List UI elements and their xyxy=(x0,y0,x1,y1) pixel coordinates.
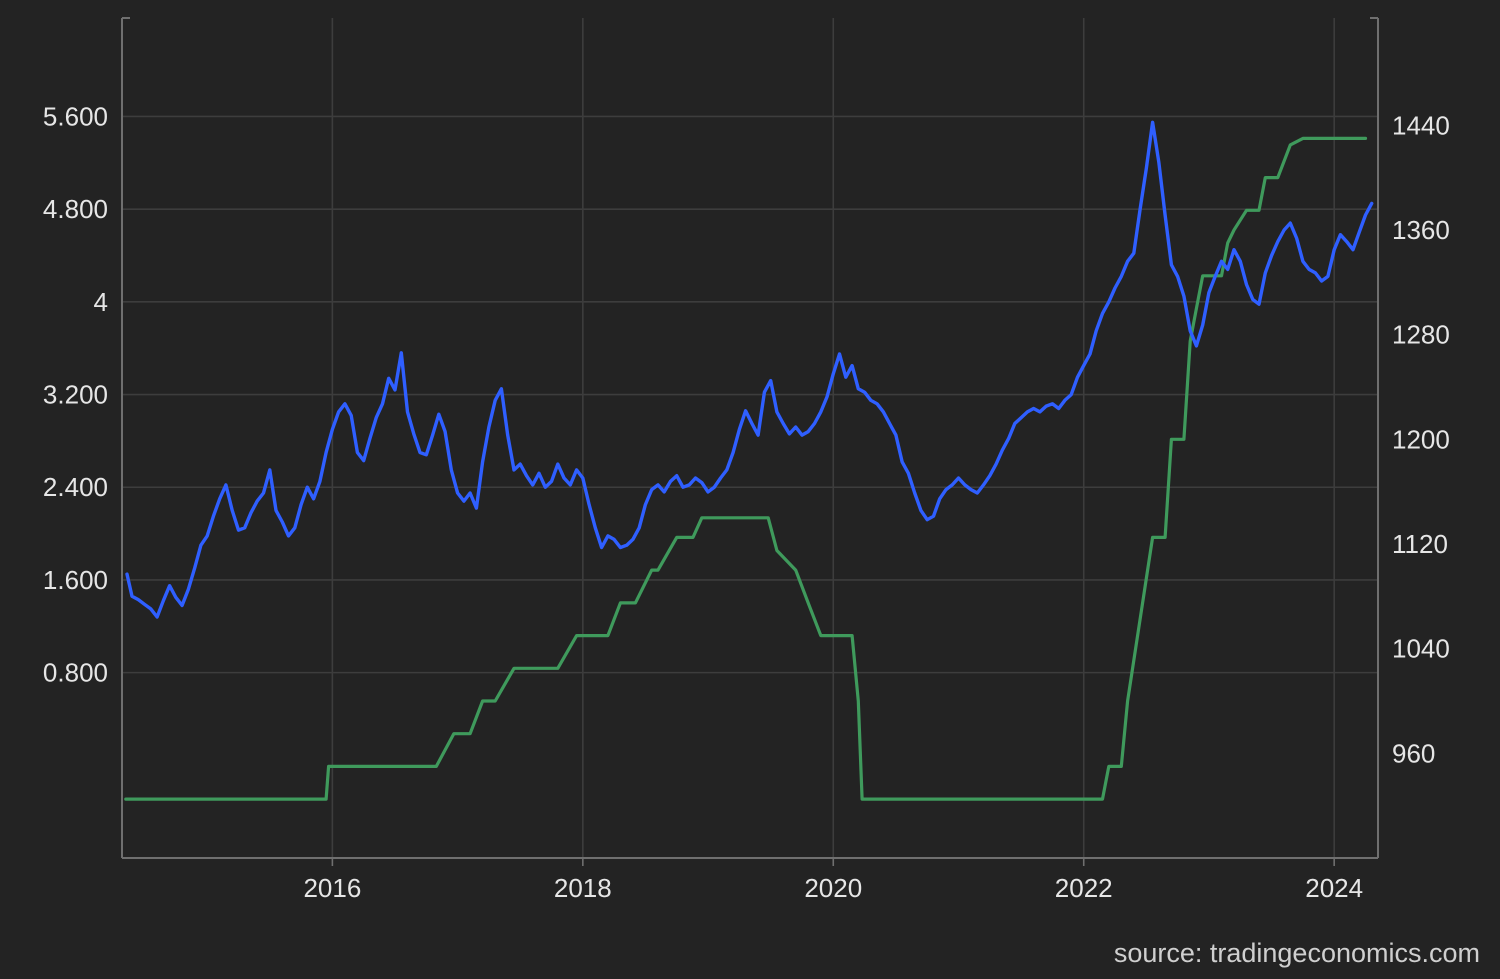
x-tick-label: 2022 xyxy=(1055,873,1113,903)
tick-labels: 0.800 1.600 2.400 3.200 4 4.800 5.600 960 1040 11… xyxy=(43,101,1450,903)
y-left-tick-label: 4 xyxy=(94,287,108,317)
y-left-tick-label: 5.600 xyxy=(43,101,108,131)
x-tick-label: 2018 xyxy=(554,873,612,903)
y-right-tick-label: 1280 xyxy=(1392,320,1450,350)
y-right-tick-label: 1360 xyxy=(1392,215,1450,245)
x-tick-label: 2016 xyxy=(303,873,361,903)
y-left-tick-label: 1.600 xyxy=(43,565,108,595)
y-right-tick-label: 1440 xyxy=(1392,110,1450,140)
y-right-tick-label: 1120 xyxy=(1392,529,1448,559)
y-left-tick-label: 2.400 xyxy=(43,472,108,502)
gridlines xyxy=(122,18,1378,858)
series-line-left-axis xyxy=(125,120,1374,619)
x-tick-label: 2024 xyxy=(1305,873,1363,903)
y-right-tick-label: 1040 xyxy=(1392,634,1450,664)
y-right-tick-label: 960 xyxy=(1392,738,1435,768)
x-tick-label: 2020 xyxy=(804,873,862,903)
y-left-tick-label: 3.200 xyxy=(43,380,108,410)
series xyxy=(124,120,1374,801)
series-line-right-axis xyxy=(124,136,1368,801)
axes xyxy=(121,17,1379,866)
y-left-tick-label: 4.800 xyxy=(43,194,108,224)
y-left-tick-label: 0.800 xyxy=(43,658,108,688)
source-credit[interactable]: source: tradingeconomics.com xyxy=(1113,938,1480,968)
y-right-tick-label: 1200 xyxy=(1392,424,1450,454)
